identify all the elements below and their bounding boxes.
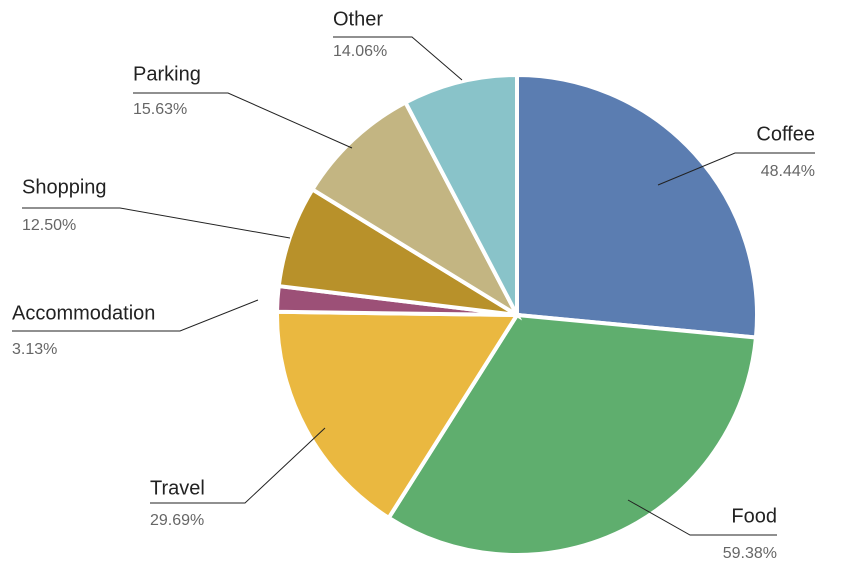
leader-line (12, 299, 259, 332)
slice-value-label: 48.44% (761, 163, 815, 180)
leader-line (150, 427, 326, 504)
pie-slice (275, 309, 521, 521)
slice-label: Coffee (756, 123, 815, 145)
slice-value-label: 29.69% (150, 512, 204, 529)
leader-line (657, 152, 815, 186)
slice-value-label: 14.06% (333, 43, 387, 60)
slice-label: Travel (150, 477, 205, 499)
pie-slice (309, 99, 523, 321)
leader-line (627, 499, 777, 536)
slice-label: Other (333, 8, 383, 30)
leader-line (22, 207, 291, 239)
slice-value-label: 12.50% (22, 217, 76, 234)
slice-value-label: 15.63% (133, 101, 187, 118)
pie-slice (515, 72, 759, 340)
slice-label: Shopping (22, 176, 107, 198)
slice-value-label: 3.13% (12, 341, 57, 358)
slice-label: Parking (133, 63, 201, 85)
slice-label: Food (731, 505, 777, 527)
slice-value-label: 59.38% (723, 545, 777, 562)
slice-label: Accommodation (12, 302, 155, 324)
leader-line (133, 92, 353, 149)
pie-slice (402, 72, 519, 316)
leader-line (333, 36, 463, 81)
